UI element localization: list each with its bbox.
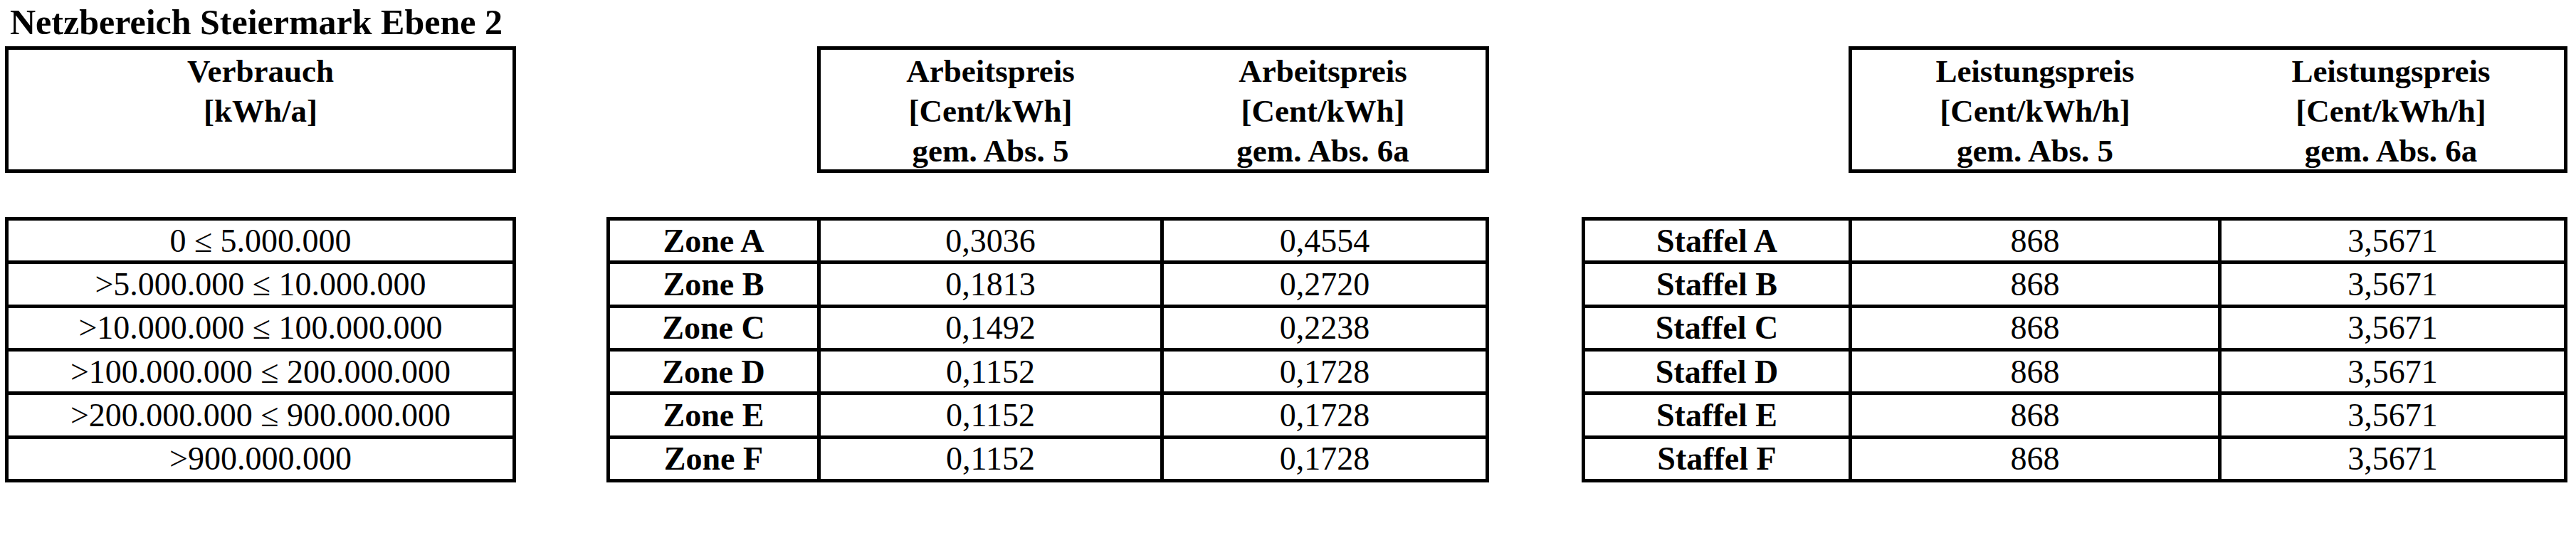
energy-header-abs6a-line1: Arbeitspreis (1160, 51, 1486, 91)
zone-label-cell: Zone A (610, 221, 817, 260)
capacity-price-abs6a-cell: 3,5671 (2222, 264, 2564, 304)
capacity-header-abs5-line2: [Cent/kWh/h] (1852, 91, 2218, 131)
energy-header-abs6a-line2: [Cent/kWh] (1160, 91, 1486, 131)
zone-label-cell: Zone E (610, 395, 817, 435)
capacity-price-abs5-cell: 868 (1852, 395, 2218, 435)
energy-price-abs6a-cell: 0,1728 (1164, 395, 1486, 435)
consumption-range-cell: 0 ≤ 5.000.000 (9, 221, 512, 260)
consumption-range-cell: >200.000.000 ≤ 900.000.000 (9, 395, 512, 435)
energy-header-abs6a-line3: gem. Abs. 6a (1160, 131, 1486, 171)
consumption-range-cell: >900.000.000 (9, 439, 512, 479)
capacity-price-abs5-cell: 868 (1852, 221, 2218, 260)
consumption-range-cell: >10.000.000 ≤ 100.000.000 (9, 308, 512, 348)
zone-label-cell: Zone C (610, 308, 817, 348)
capacity-header-abs6a-line1: Leistungspreis (2218, 51, 2564, 91)
energy-price-abs5-cell: 0,3036 (821, 221, 1160, 260)
capacity-price-abs6a-cell: 3,5671 (2222, 439, 2564, 479)
capacity-price-abs6a-cell: 3,5671 (2222, 352, 2564, 391)
energy-price-abs5-cell: 0,1152 (821, 395, 1160, 435)
energy-price-abs5-cell: 0,1492 (821, 308, 1160, 348)
energy-price-header-abs6a: Arbeitspreis [Cent/kWh] gem. Abs. 6a (1160, 50, 1486, 169)
energy-price-abs6a-cell: 0,4554 (1164, 221, 1486, 260)
energy-price-abs6a-cell: 0,1728 (1164, 439, 1486, 479)
energy-header-abs5-line1: Arbeitspreis (821, 51, 1160, 91)
energy-price-header-abs5: Arbeitspreis [Cent/kWh] gem. Abs. 5 (821, 50, 1160, 169)
energy-price-abs6a-cell: 0,2720 (1164, 264, 1486, 304)
capacity-price-abs6a-cell: 3,5671 (2222, 395, 2564, 435)
staffel-label-cell: Staffel C (1585, 308, 1849, 348)
energy-price-abs6a-cell: 0,1728 (1164, 352, 1486, 391)
capacity-price-abs6a-cell: 3,5671 (2222, 221, 2564, 260)
consumption-header-box: Verbrauch [kWh/a] (5, 46, 516, 173)
capacity-price-abs5-cell: 868 (1852, 352, 2218, 391)
zone-label-cell: Zone D (610, 352, 817, 391)
consumption-header-line1: Verbrauch (9, 51, 512, 91)
staffel-label-cell: Staffel E (1585, 395, 1849, 435)
consumption-table: 0 ≤ 5.000.000 >5.000.000 ≤ 10.000.000>10.… (5, 217, 516, 482)
energy-header-abs5-line2: [Cent/kWh] (821, 91, 1160, 131)
energy-price-table: Zone A0,30360,4554 Zone B0,18130,2720 Zone… (606, 217, 1489, 482)
capacity-header-abs6a-line3: gem. Abs. 6a (2218, 131, 2564, 171)
consumption-range-cell: >5.000.000 ≤ 10.000.000 (9, 264, 512, 304)
staffel-label-cell: Staffel F (1585, 439, 1849, 479)
zone-label-cell: Zone F (610, 439, 817, 479)
energy-price-header-box: Arbeitspreis [Cent/kWh] gem. Abs. 5 Arbe… (817, 46, 1489, 173)
document-page: Netzbereich Steiermark Ebene 2 Verbrauch… (0, 0, 2576, 560)
zone-label-cell: Zone B (610, 264, 817, 304)
energy-price-abs5-cell: 0,1813 (821, 264, 1160, 304)
capacity-price-table: Staffel A8683,5671Staffel B8683,5671Staf… (1582, 217, 2567, 482)
capacity-price-abs6a-cell: 3,5671 (2222, 308, 2564, 348)
consumption-header: Verbrauch [kWh/a] (9, 50, 512, 169)
capacity-header-abs6a-line2: [Cent/kWh/h] (2218, 91, 2564, 131)
consumption-header-line2: [kWh/a] (9, 91, 512, 131)
capacity-price-header-abs6a: Leistungspreis [Cent/kWh/h] gem. Abs. 6a (2218, 50, 2564, 169)
capacity-price-abs5-cell: 868 (1852, 308, 2218, 348)
staffel-label-cell: Staffel D (1585, 352, 1849, 391)
capacity-header-abs5-line1: Leistungspreis (1852, 51, 2218, 91)
energy-price-abs5-cell: 0,1152 (821, 352, 1160, 391)
capacity-price-abs5-cell: 868 (1852, 264, 2218, 304)
energy-header-abs5-line3: gem. Abs. 5 (821, 131, 1160, 171)
staffel-label-cell: Staffel B (1585, 264, 1849, 304)
energy-price-abs6a-cell: 0,2238 (1164, 308, 1486, 348)
staffel-label-cell: Staffel A (1585, 221, 1849, 260)
energy-price-abs5-cell: 0,1152 (821, 439, 1160, 479)
capacity-price-header-abs5: Leistungspreis [Cent/kWh/h] gem. Abs. 5 (1852, 50, 2218, 169)
capacity-price-header-box: Leistungspreis [Cent/kWh/h] gem. Abs. 5 … (1849, 46, 2567, 173)
consumption-range-cell: >100.000.000 ≤ 200.000.000 (9, 352, 512, 391)
capacity-header-abs5-line3: gem. Abs. 5 (1852, 131, 2218, 171)
page-title: Netzbereich Steiermark Ebene 2 (10, 1, 503, 43)
capacity-price-abs5-cell: 868 (1852, 439, 2218, 479)
